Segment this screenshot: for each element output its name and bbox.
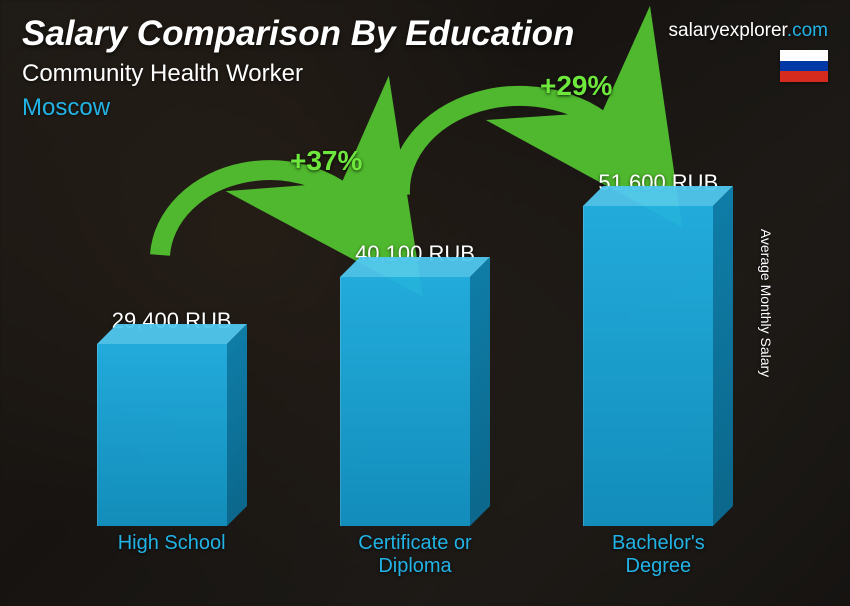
bar-2 bbox=[583, 206, 733, 526]
x-label-2: Bachelor's Degree bbox=[537, 526, 780, 576]
x-label-2-l1: Bachelor's bbox=[612, 532, 705, 554]
x-label-1-l2: Diploma bbox=[378, 555, 451, 577]
bar-1 bbox=[340, 277, 490, 526]
x-label-1: Certificate or Diploma bbox=[293, 526, 536, 576]
chart-location: Moscow bbox=[22, 94, 110, 122]
bars-container: 29,400 RUB 40,100 RUB 51,600 RUB bbox=[50, 140, 780, 526]
flag-stripe-1 bbox=[780, 50, 828, 61]
bar-slot-1: 40,100 RUB bbox=[293, 140, 536, 526]
chart-title: Salary Comparison By Education bbox=[22, 14, 574, 54]
bar-top-2 bbox=[583, 186, 733, 206]
bar-0 bbox=[97, 344, 247, 526]
x-label-1-l1: Certificate or bbox=[358, 532, 471, 554]
bar-front-2 bbox=[583, 206, 713, 526]
flag-stripe-3 bbox=[780, 71, 828, 82]
russia-flag-icon bbox=[780, 50, 828, 82]
chart-area: +37% +29% 29,400 RUB bbox=[50, 140, 780, 576]
bar-slot-0: 29,400 RUB bbox=[50, 140, 293, 526]
brand-label: salaryexplorer.com bbox=[669, 20, 828, 42]
x-label-0: High School bbox=[50, 526, 293, 576]
x-axis: High School Certificate or Diploma Bache… bbox=[50, 526, 780, 576]
bar-side-0 bbox=[227, 324, 247, 526]
brand-main: salaryexplorer bbox=[669, 20, 787, 41]
bar-slot-2: 51,600 RUB bbox=[537, 140, 780, 526]
bar-front-0 bbox=[97, 344, 227, 526]
increase-pct-1: +29% bbox=[540, 70, 612, 102]
x-label-2-l2: Degree bbox=[626, 555, 692, 577]
chart-subtitle: Community Health Worker bbox=[22, 60, 303, 88]
flag-stripe-2 bbox=[780, 61, 828, 72]
bar-top-1 bbox=[340, 257, 490, 277]
content-layer: Salary Comparison By Education Community… bbox=[0, 0, 850, 606]
bar-side-2 bbox=[713, 186, 733, 526]
x-label-0-l1: High School bbox=[118, 532, 226, 554]
bar-top-0 bbox=[97, 324, 247, 344]
bar-side-1 bbox=[470, 257, 490, 526]
brand-suffix: .com bbox=[787, 20, 828, 41]
bar-front-1 bbox=[340, 277, 470, 526]
